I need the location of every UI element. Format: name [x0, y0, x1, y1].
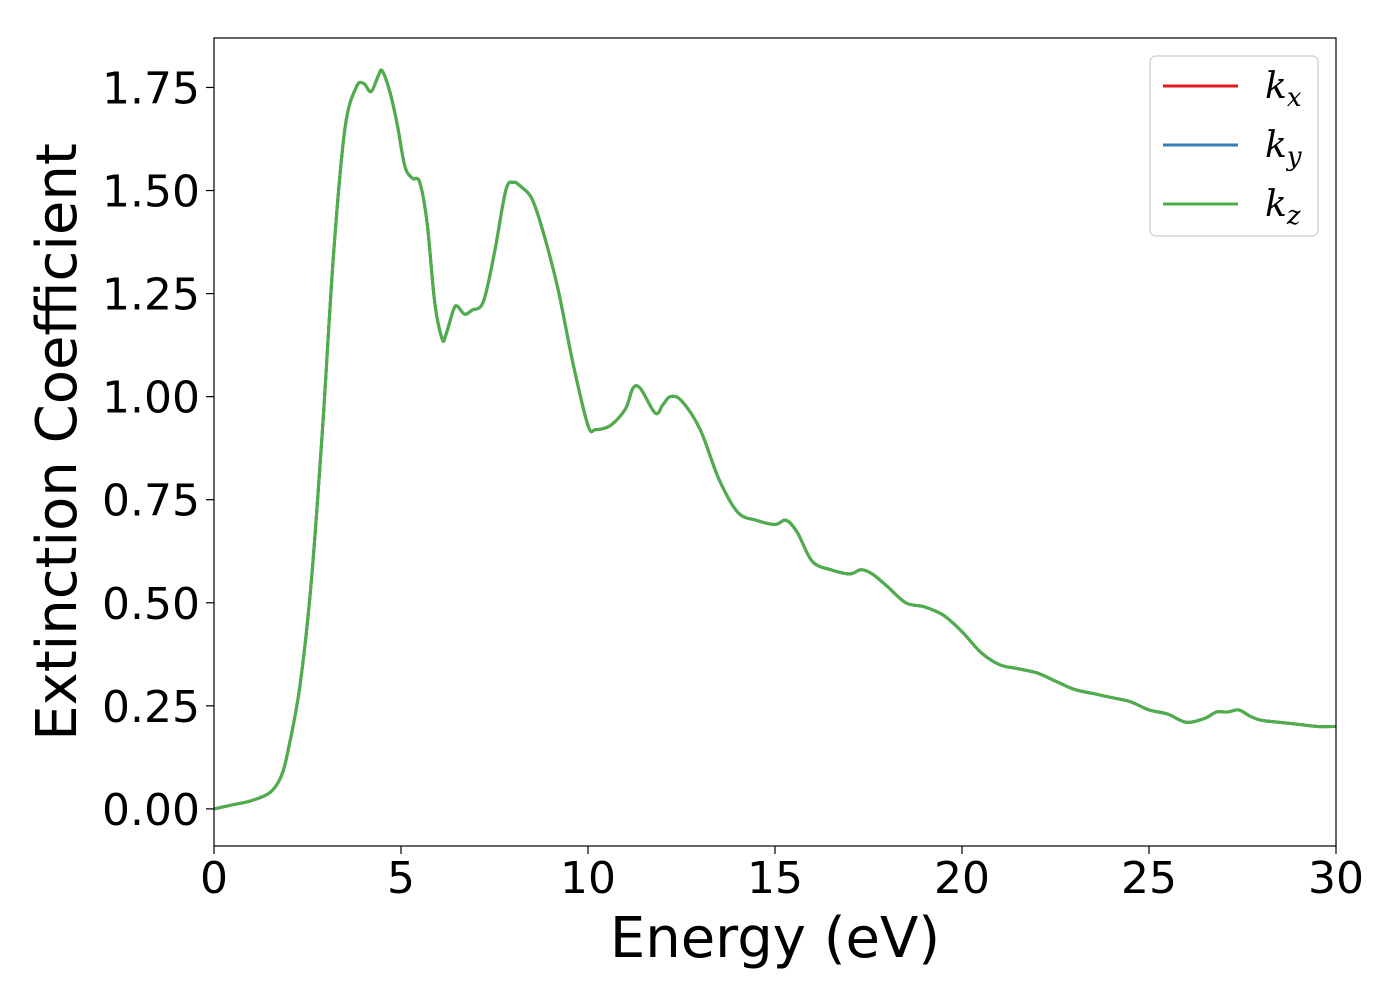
- x-tick-label: 0: [200, 853, 228, 904]
- y-axis: 0.00 0.25 0.50 0.75 1.00 1.25 1.50 1.75: [102, 63, 214, 836]
- legend-label-base: k: [1265, 125, 1287, 166]
- y-tick-label: 1.50: [102, 167, 200, 218]
- legend-label-subscript: x: [1287, 83, 1302, 113]
- y-tick-label: 0.00: [102, 785, 200, 836]
- series-line-kz: [214, 68, 1336, 811]
- x-tick-label: 20: [934, 853, 990, 904]
- legend-label-base: k: [1265, 184, 1287, 225]
- legend-label-ky: ky: [1265, 125, 1302, 172]
- legend-label-kz: kz: [1265, 184, 1301, 231]
- y-tick-label: 0.75: [102, 476, 200, 527]
- y-tick-label: 1.75: [102, 63, 200, 114]
- series-lines: [214, 68, 1336, 811]
- legend-label-kx: kx: [1265, 66, 1302, 113]
- legend-label-subscript: z: [1286, 201, 1301, 231]
- y-tick-label: 0.50: [102, 579, 200, 630]
- y-tick-label: 1.25: [102, 270, 200, 321]
- y-axis-label: Extinction Coefficient: [25, 143, 90, 741]
- legend-label-subscript: y: [1286, 142, 1302, 172]
- x-tick-label: 5: [387, 853, 415, 904]
- x-tick-label: 10: [560, 853, 616, 904]
- y-tick-label: 1.00: [102, 373, 200, 424]
- legend-label-base: k: [1265, 66, 1287, 107]
- x-tick-label: 30: [1308, 853, 1364, 904]
- plot-area: [214, 68, 1336, 811]
- x-axis: 0 5 10 15 20 25 30: [200, 846, 1364, 904]
- y-tick-label: 0.25: [102, 682, 200, 733]
- x-tick-label: 15: [747, 853, 803, 904]
- x-tick-label: 25: [1121, 853, 1177, 904]
- x-axis-label: Energy (eV): [610, 906, 940, 971]
